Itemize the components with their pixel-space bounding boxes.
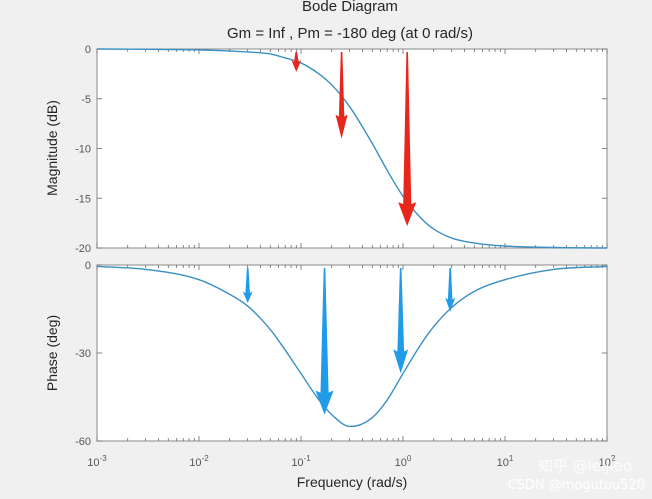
x-tick-label: 10-1 bbox=[291, 454, 311, 469]
y-tick-label: -60 bbox=[75, 436, 91, 448]
magnitude-series-line bbox=[96, 48, 608, 249]
y-tick-label: -30 bbox=[75, 348, 91, 360]
phase-y-tick-labels: 0 -30 -60 bbox=[75, 260, 91, 448]
magnitude-annotation-arrows bbox=[291, 52, 417, 227]
phase-plot-area bbox=[96, 264, 608, 442]
x-tick-label: 102 bbox=[599, 454, 616, 469]
magnitude-y-tick-labels: 0 -5 -10 -15 -20 bbox=[75, 44, 91, 255]
chart-title: Bode Diagram bbox=[302, 0, 398, 15]
magnitude-annotation-arrow bbox=[291, 52, 302, 72]
x-tick-label: 100 bbox=[395, 454, 412, 469]
y-tick-label: -5 bbox=[81, 94, 91, 106]
x-tick-label: 101 bbox=[497, 454, 514, 469]
y-tick-label: -10 bbox=[75, 144, 91, 156]
x-tick-label: 10-2 bbox=[189, 454, 209, 469]
phase-series-line bbox=[96, 265, 608, 428]
phase-annotation-arrows bbox=[242, 267, 456, 415]
watermark-line-2: CSDN @mogutou520 bbox=[508, 478, 645, 493]
magnitude-panel: 0 -5 -10 -15 -20 Magnitude (dB) bbox=[44, 44, 608, 255]
phase-y-axis-label: Phase (deg) bbox=[44, 315, 60, 391]
magnitude-y-axis-label: Magnitude (dB) bbox=[44, 100, 60, 196]
phase-annotation-arrow bbox=[242, 267, 253, 304]
y-tick-label: -20 bbox=[75, 243, 91, 255]
phase-panel: 0 -30 -60 Phase (deg) bbox=[44, 260, 608, 448]
x-axis-label: Frequency (rad/s) bbox=[297, 474, 407, 490]
y-tick-label: 0 bbox=[85, 260, 91, 272]
phase-annotation-arrow bbox=[393, 267, 409, 374]
x-tick-labels: 10-3 10-2 10-1 100 101 102 bbox=[87, 454, 616, 469]
magnitude-ticks bbox=[96, 48, 608, 249]
watermark-line-1: 知乎 @leijieo bbox=[538, 457, 632, 475]
phase-ticks bbox=[96, 264, 608, 442]
phase-annotation-arrow bbox=[315, 267, 334, 415]
y-tick-label: 0 bbox=[85, 44, 91, 56]
chart-subtitle: Gm = Inf , Pm = -180 deg (at 0 rad/s) bbox=[227, 25, 473, 42]
watermark: 知乎 @leijieo CSDN @mogutou520 bbox=[508, 457, 645, 493]
magnitude-plot-area bbox=[96, 48, 608, 249]
x-tick-label: 10-3 bbox=[87, 454, 107, 469]
phase-annotation-arrow bbox=[445, 267, 456, 312]
y-tick-label: -15 bbox=[75, 193, 91, 205]
magnitude-annotation-arrow bbox=[335, 52, 348, 139]
magnitude-annotation-arrow bbox=[398, 52, 417, 227]
